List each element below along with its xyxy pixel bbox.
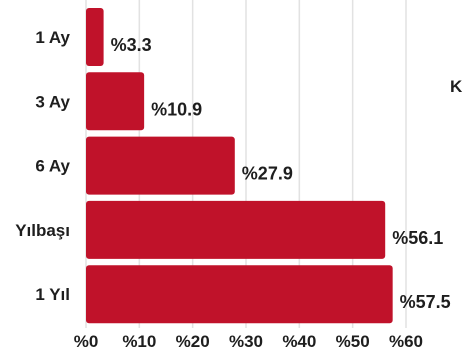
side-label: K [450,77,463,96]
x-tick-label: %0 [74,332,99,351]
x-tick-label: %50 [336,332,370,351]
x-tick-label: %40 [282,332,316,351]
x-tick-label: %60 [389,332,423,351]
x-tick-label: %10 [122,332,156,351]
category-labels: 1 Ay 3 Ay 6 Ay Yılbaşı 1 Yıl [15,28,70,304]
value-labels: %3.3 %10.9 %27.9 %56.1 %57.5 [111,35,451,312]
bar [86,136,235,195]
value-label: %3.3 [111,35,152,55]
x-tick-label: %20 [176,332,210,351]
category-label: 1 Yıl [35,285,70,304]
category-label: 3 Ay [35,92,70,111]
category-label: Yılbaşı [15,221,70,240]
value-label: %57.5 [400,292,451,312]
bar [86,72,145,131]
value-label: %27.9 [242,164,293,184]
category-label: 1 Ay [35,28,70,47]
category-label: 6 Ay [35,157,70,176]
bar [86,200,386,259]
x-axis-ticks: %0 %10 %20 %30 %40 %50 %60 [74,332,423,351]
value-label: %10.9 [151,99,202,119]
bar [86,8,104,66]
value-label: %56.1 [392,228,443,248]
bar [86,265,393,324]
chart-bars [86,8,393,324]
x-tick-label: %30 [229,332,263,351]
